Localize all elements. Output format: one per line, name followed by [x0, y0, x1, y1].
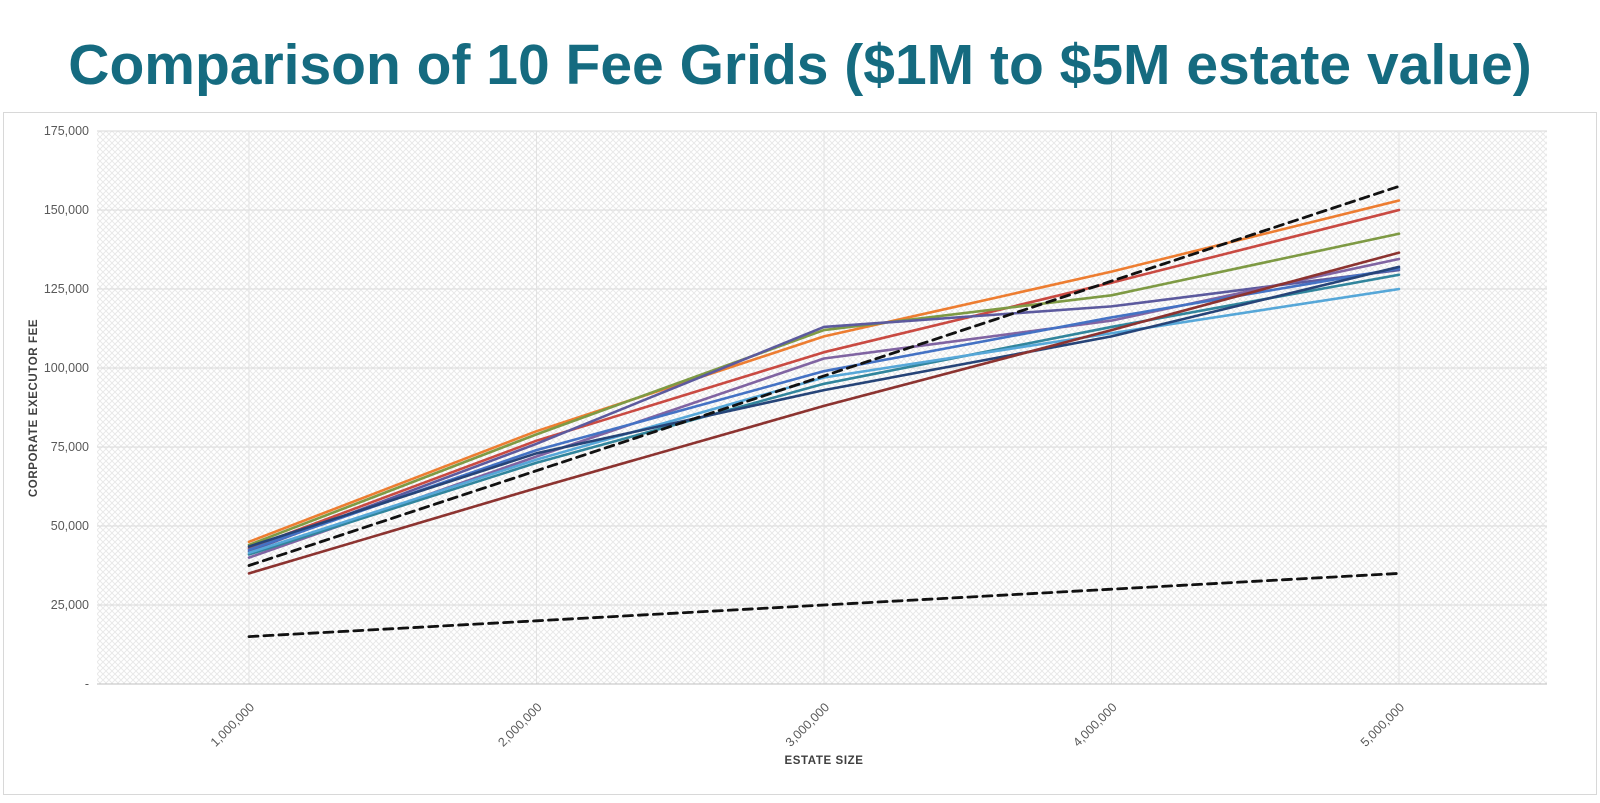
chart-card: - 25,000 50,000 75,000 100,000 125,000 150,000…: [3, 112, 1597, 795]
reference-lower-line: [247, 571, 1401, 638]
fee-grid-8-line: [247, 287, 1401, 555]
y-tick-label: 125,000: [44, 282, 89, 296]
y-tick-label: 175,000: [44, 124, 89, 138]
x-tick-label: 2,000,000: [495, 700, 544, 749]
fee-grid-7-line: [247, 273, 1401, 556]
y-tick-label: 25,000: [51, 598, 89, 612]
fee-grid-9-line: [247, 265, 1401, 548]
y-tick-label: 75,000: [51, 440, 89, 454]
x-tick-label: 1,000,000: [208, 700, 257, 749]
page-title: Comparison of 10 Fee Grids ($1M to $5M e…: [68, 33, 1532, 97]
fee-comparison-chart: - 25,000 50,000 75,000 100,000 125,000 150,000…: [44, 124, 1547, 749]
fee-grid-3-line: [247, 232, 1401, 547]
y-axis-title: CORPORATE EXECUTOR FEE: [28, 318, 40, 498]
reference-upper-line: [247, 184, 1401, 567]
fee-grid-4-line: [247, 268, 1401, 553]
y-tick-label: 50,000: [51, 519, 89, 533]
x-tick-label: 3,000,000: [783, 700, 832, 749]
fee-grid-2-line: [247, 208, 1401, 550]
fee-grid-10-line: [247, 251, 1401, 575]
y-tick-label: 100,000: [44, 361, 89, 375]
x-axis-title: ESTATE SIZE: [784, 755, 864, 767]
x-tick-label: 5,000,000: [1358, 700, 1407, 749]
y-tick-label: -: [85, 677, 89, 691]
x-tick-label: 4,000,000: [1070, 700, 1119, 749]
y-tick-label: 150,000: [44, 203, 89, 217]
fee-grid-1-line: [247, 199, 1401, 544]
